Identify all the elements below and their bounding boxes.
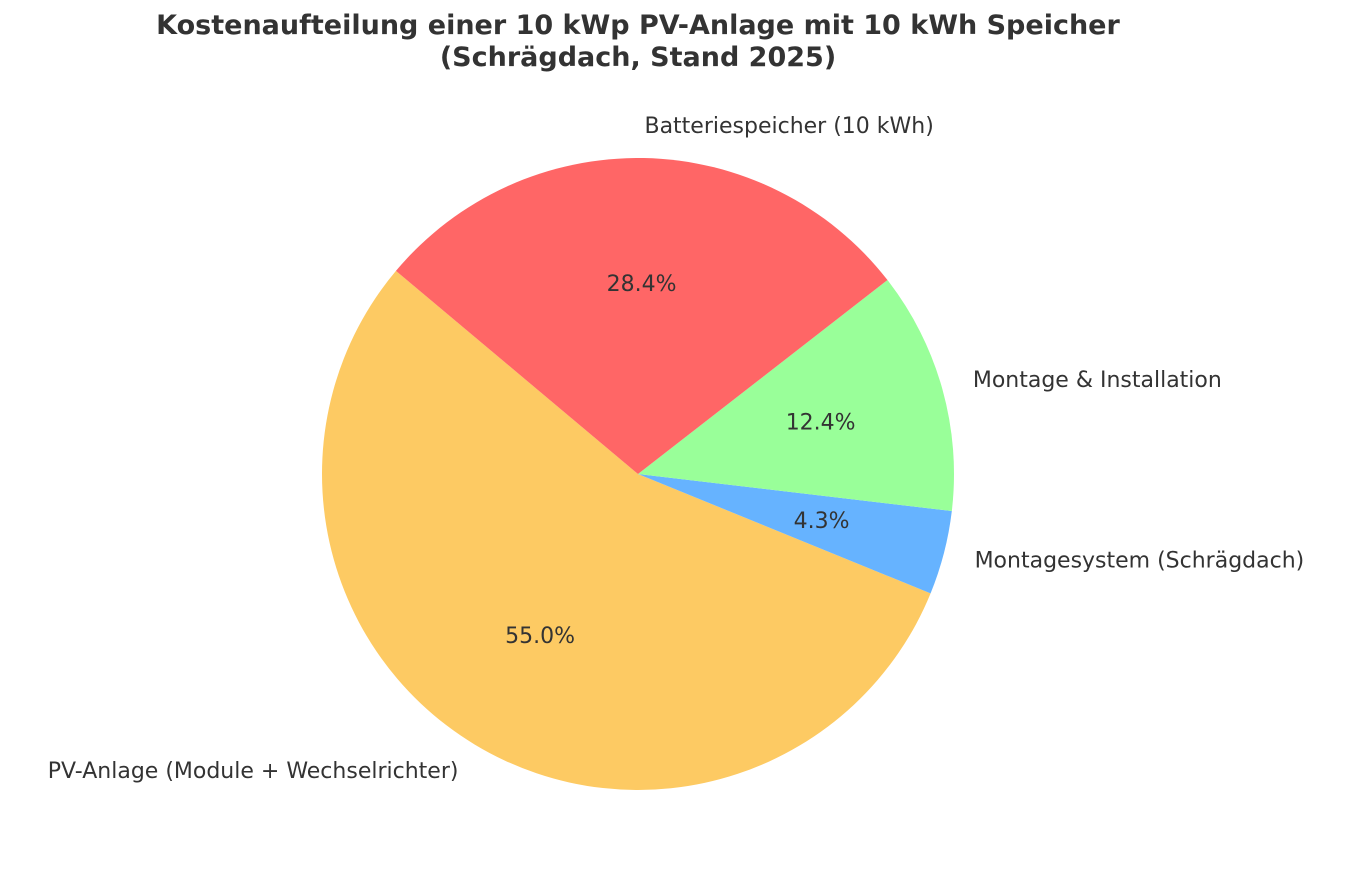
slice-percent-label: 55.0% [505,624,575,649]
slice-percent-label: 4.3% [794,509,850,534]
pie-slice-montagesystem-schr-gdach [638,474,952,594]
slice-category-label: PV-Anlage (Module + Wechselrichter) [48,759,459,784]
chart-title-line-1: Kostenaufteilung einer 10 kWp PV-Anlage … [156,10,1120,41]
pie-slice-batteriespeicher-10-kwh [395,158,888,474]
slice-category-label: Montagesystem (Schrägdach) [975,548,1305,573]
slice-percent-label: 28.4% [607,272,677,297]
pie-slice-pv-anlage-module-wechselrichter [322,270,931,790]
chart-title-line-2: (Schrägdach, Stand 2025) [439,42,837,73]
slice-percent-label: 12.4% [786,411,856,436]
pie-slice-montage-installation [638,280,954,512]
slice-category-label: Montage & Installation [973,368,1222,393]
slice-category-label: Batteriespeicher (10 kWh) [644,114,933,139]
